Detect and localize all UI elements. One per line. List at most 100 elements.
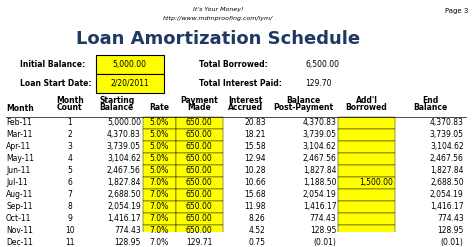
Text: 650.00: 650.00 [186, 203, 213, 211]
Text: Add'l: Add'l [356, 96, 377, 105]
Text: 3,104.62: 3,104.62 [430, 143, 464, 151]
FancyBboxPatch shape [338, 153, 395, 165]
FancyBboxPatch shape [338, 129, 395, 141]
FancyBboxPatch shape [176, 141, 223, 153]
Text: Jul-11: Jul-11 [6, 178, 27, 187]
Text: 12.94: 12.94 [244, 154, 266, 164]
Text: 2,688.50: 2,688.50 [430, 178, 464, 187]
Text: 8.26: 8.26 [249, 214, 266, 224]
Text: 3,739.05: 3,739.05 [429, 130, 464, 139]
Text: 2,054.19: 2,054.19 [430, 190, 464, 199]
Text: Page 3: Page 3 [445, 8, 468, 14]
Text: (0.01): (0.01) [441, 239, 464, 247]
FancyBboxPatch shape [176, 213, 223, 225]
Text: 2,688.50: 2,688.50 [107, 190, 141, 199]
Text: Oct-11: Oct-11 [6, 214, 31, 224]
Text: 1,827.84: 1,827.84 [303, 166, 337, 175]
Text: 3,739.05: 3,739.05 [302, 130, 337, 139]
Text: 10.66: 10.66 [244, 178, 266, 187]
Text: 650.00: 650.00 [186, 130, 213, 139]
Text: Month: Month [6, 104, 34, 113]
Text: 5,000.00: 5,000.00 [113, 61, 147, 69]
FancyBboxPatch shape [143, 117, 176, 129]
Text: 0.75: 0.75 [249, 239, 266, 247]
Text: Payment: Payment [181, 96, 218, 105]
Text: 15.68: 15.68 [244, 190, 266, 199]
Text: 4.52: 4.52 [249, 226, 266, 235]
FancyBboxPatch shape [143, 237, 176, 247]
Text: 2,467.56: 2,467.56 [430, 154, 464, 164]
Text: 129.71: 129.71 [186, 239, 212, 247]
FancyBboxPatch shape [143, 201, 176, 213]
Text: 1,416.17: 1,416.17 [303, 203, 337, 211]
Text: Sep-11: Sep-11 [6, 203, 33, 211]
FancyBboxPatch shape [176, 237, 223, 247]
FancyBboxPatch shape [338, 117, 395, 129]
Text: 774.43: 774.43 [310, 214, 337, 224]
Text: 3,104.62: 3,104.62 [303, 143, 337, 151]
FancyBboxPatch shape [176, 177, 223, 189]
Text: 8: 8 [67, 203, 72, 211]
Text: 11.98: 11.98 [244, 203, 266, 211]
Text: 650.00: 650.00 [186, 214, 213, 224]
Text: Dec-11: Dec-11 [6, 239, 33, 247]
Text: 7.0%: 7.0% [150, 190, 169, 199]
Text: 5.0%: 5.0% [150, 154, 169, 164]
Text: 650.00: 650.00 [186, 143, 213, 151]
Text: 7.0%: 7.0% [150, 178, 169, 187]
Text: 10.28: 10.28 [244, 166, 266, 175]
Text: 2/20/2011: 2/20/2011 [110, 79, 149, 88]
Text: 7: 7 [67, 190, 72, 199]
Text: Balance: Balance [413, 103, 447, 112]
FancyBboxPatch shape [338, 237, 395, 247]
Text: Aug-11: Aug-11 [6, 190, 33, 199]
Text: Count: Count [57, 103, 82, 112]
Text: Made: Made [187, 103, 211, 112]
FancyBboxPatch shape [176, 129, 223, 141]
Text: 2,054.19: 2,054.19 [303, 190, 337, 199]
Text: Total Interest Paid:: Total Interest Paid: [199, 79, 282, 88]
FancyBboxPatch shape [176, 201, 223, 213]
Text: Apr-11: Apr-11 [6, 143, 31, 151]
FancyBboxPatch shape [338, 201, 395, 213]
Text: 650.00: 650.00 [186, 178, 213, 187]
Text: 5.0%: 5.0% [150, 166, 169, 175]
FancyBboxPatch shape [143, 129, 176, 141]
Text: Post-Payment: Post-Payment [273, 103, 333, 112]
Text: 1,827.84: 1,827.84 [108, 178, 141, 187]
FancyBboxPatch shape [96, 55, 164, 74]
Text: 2,467.56: 2,467.56 [302, 154, 337, 164]
Text: 650.00: 650.00 [186, 154, 213, 164]
Text: 3: 3 [67, 143, 72, 151]
Text: 5: 5 [67, 166, 72, 175]
Text: 128.95: 128.95 [310, 226, 337, 235]
Text: 1,827.84: 1,827.84 [430, 166, 464, 175]
Text: 7.0%: 7.0% [150, 226, 169, 235]
Text: 1,188.50: 1,188.50 [303, 178, 337, 187]
Text: Initial Balance:: Initial Balance: [20, 61, 85, 69]
Text: Starting: Starting [99, 96, 135, 105]
Text: 650.00: 650.00 [186, 166, 213, 175]
Text: 4,370.83: 4,370.83 [302, 118, 337, 127]
Text: (0.01): (0.01) [314, 239, 337, 247]
Text: 650.00: 650.00 [186, 190, 213, 199]
Text: May-11: May-11 [6, 154, 34, 164]
FancyBboxPatch shape [338, 141, 395, 153]
FancyBboxPatch shape [338, 225, 395, 237]
Text: Loan Start Date:: Loan Start Date: [20, 79, 92, 88]
Text: Accrued: Accrued [228, 103, 263, 112]
Text: Rate: Rate [149, 103, 169, 112]
FancyBboxPatch shape [143, 213, 176, 225]
Text: 1,416.17: 1,416.17 [107, 214, 141, 224]
Text: 6: 6 [67, 178, 72, 187]
Text: 18.21: 18.21 [245, 130, 266, 139]
Text: 10: 10 [65, 226, 74, 235]
Text: 650.00: 650.00 [186, 226, 213, 235]
FancyBboxPatch shape [143, 141, 176, 153]
Text: 2,054.19: 2,054.19 [107, 203, 141, 211]
FancyBboxPatch shape [338, 189, 395, 201]
Text: 3,104.62: 3,104.62 [107, 154, 141, 164]
Text: 774.43: 774.43 [437, 214, 464, 224]
Text: 2: 2 [67, 130, 72, 139]
Text: 7.0%: 7.0% [150, 214, 169, 224]
